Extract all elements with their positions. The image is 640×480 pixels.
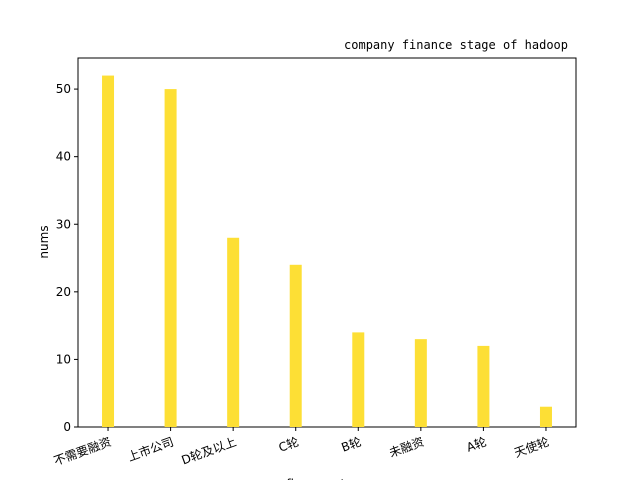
- chart-title: company finance stage of hadoop: [344, 38, 568, 52]
- bar: [414, 339, 427, 427]
- bar: [477, 345, 490, 427]
- x-tick-label: 未融资: [387, 435, 426, 460]
- y-tick-label: 30: [56, 217, 71, 231]
- x-tick-label: 不需要融资: [52, 435, 113, 469]
- bar: [102, 75, 115, 428]
- x-axis-label: finance stage: [286, 477, 367, 480]
- x-tick-label: A轮: [465, 435, 489, 455]
- y-tick-label: 50: [56, 82, 71, 96]
- x-tick-label: 上市公司: [125, 434, 175, 465]
- y-tick-label: 20: [56, 285, 71, 299]
- x-tick-label: C轮: [277, 435, 301, 455]
- y-tick-label: 0: [63, 420, 71, 434]
- x-tick-label: B轮: [340, 435, 364, 455]
- bar: [164, 89, 177, 427]
- y-tick-label: 10: [56, 352, 71, 366]
- plot-frame: [77, 57, 577, 428]
- bar: [539, 406, 552, 427]
- x-tick-label: 天使轮: [512, 434, 551, 460]
- y-axis-label: nums: [37, 225, 51, 258]
- y-tick-label: 40: [56, 150, 71, 164]
- x-tick-label: D轮及以上: [180, 435, 239, 468]
- bar: [227, 237, 240, 427]
- bar: [352, 332, 365, 427]
- bar: [289, 264, 302, 427]
